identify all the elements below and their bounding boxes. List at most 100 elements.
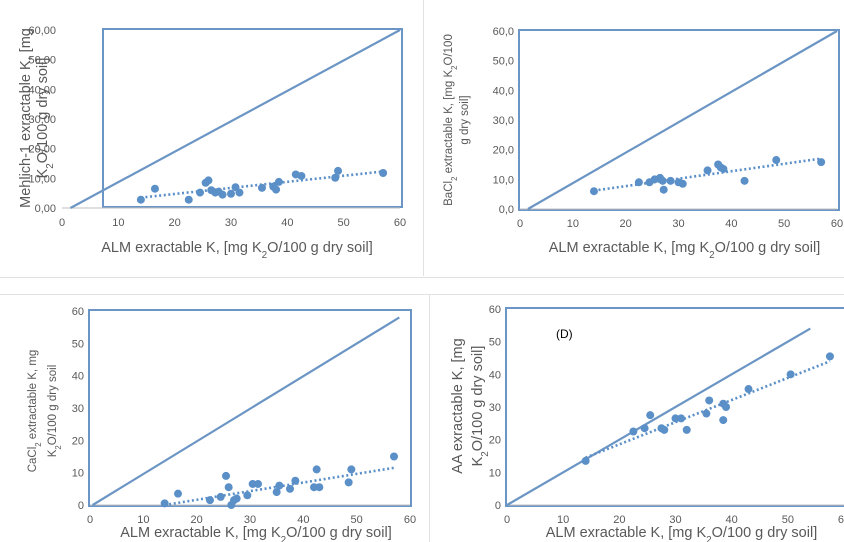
x-tick-label: 40	[726, 514, 738, 526]
y-tick-label: 0	[495, 500, 501, 512]
y-tick-label: 60	[489, 304, 501, 316]
data-point	[640, 424, 649, 433]
x-axis-label: ALM exractable K, [mg K2O/100 g dry soil…	[101, 240, 372, 261]
y-tick-label: 0	[78, 500, 84, 512]
data-point	[254, 479, 262, 488]
data-point	[702, 409, 711, 418]
data-point	[671, 414, 680, 423]
chart-d-group: 0 10 20 30 40 50 60 0 10 20 30 40 50 60 ALM exractable…	[450, 304, 844, 542]
chart-panel-d: 0 10 20 30 40 50 60 0 10 20 30 40 50 60 ALM exractable…	[432, 296, 844, 542]
x-tick-label: 60	[831, 218, 843, 230]
divider-vertical-bottom	[429, 294, 430, 542]
x-tick-label: 60	[838, 514, 844, 526]
x-tick-label: 30	[669, 514, 681, 526]
x-tick-label: 20	[191, 514, 203, 526]
chart-a-group: 0 10 20 30 40 50 60 0,00 10,00 20,00 30,00 40,00 50,…	[18, 25, 406, 261]
panel-label: (D)	[556, 327, 573, 341]
reference-line	[506, 327, 811, 506]
data-point	[331, 173, 340, 182]
data-point	[344, 478, 353, 487]
data-point	[227, 189, 235, 198]
x-tick-label: 0	[87, 514, 93, 526]
x-tick-label: 50	[778, 218, 790, 230]
x-tick-label: 30	[225, 217, 237, 229]
y-tick-label: 30	[72, 403, 84, 415]
data-point	[722, 403, 731, 411]
y-tick-label: 20,00	[28, 144, 56, 156]
data-point	[589, 187, 598, 196]
y-axis-label-line: K2O/100 g dry soil	[47, 365, 63, 458]
x-tick-label: 0	[59, 217, 65, 229]
plot-area-frame	[102, 28, 403, 208]
data-point	[243, 491, 252, 500]
x-axis-label: ALM exractable K, [mg K2O/100 g dry soil…	[546, 525, 817, 542]
y-tick-label: 20	[489, 435, 501, 447]
x-tick-label: 20	[620, 218, 632, 230]
trendline	[593, 157, 822, 192]
data-point	[291, 476, 300, 485]
y-tick-label: 10,0	[493, 174, 514, 186]
chart-panel-a: 0 10 20 30 40 50 60 0,00 10,00 20,00 30,00 40,00 50,…	[0, 0, 422, 276]
y-tick-label: 40,00	[28, 84, 56, 96]
data-point	[719, 164, 728, 173]
data-point	[719, 416, 728, 425]
data-point	[257, 183, 266, 192]
y-tick-label: 60,0	[493, 26, 514, 38]
data-point	[184, 195, 193, 204]
plot-area-frame	[505, 307, 844, 507]
data-point	[222, 471, 230, 480]
y-tick-label: 20,0	[493, 145, 514, 157]
trendline	[140, 170, 384, 199]
data-point	[772, 156, 781, 165]
data-point	[740, 176, 749, 185]
data-point	[150, 184, 159, 193]
x-tick-label: 10	[137, 514, 149, 526]
divider-horizontal-top	[0, 277, 844, 278]
chart-a-svg: 0 10 20 30 40 50 60 0,00 10,00 20,00 30,00 40,00 50,…	[18, 25, 406, 261]
y-tick-label: 50,00	[28, 55, 56, 67]
data-point	[581, 456, 590, 465]
x-tick-label: 10	[567, 218, 579, 230]
x-tick-label: 10	[112, 217, 124, 229]
plot-area-frame	[518, 29, 840, 211]
y-axis-label-line: K2O/100 g dry soil]	[35, 58, 56, 179]
data-point	[274, 177, 283, 186]
data-point	[275, 481, 284, 490]
data-point	[224, 483, 233, 492]
y-tick-label: 40,0	[493, 85, 514, 97]
divider-horizontal-bottom	[0, 294, 844, 295]
data-point	[659, 185, 668, 194]
y-tick-label: 30	[489, 402, 501, 414]
x-tick-label: 30	[672, 218, 684, 230]
plot-area-frame	[88, 309, 412, 507]
y-tick-label: 0,0	[499, 204, 514, 216]
data-point	[744, 385, 753, 394]
y-tick-label: 10,00	[28, 173, 56, 185]
data-point	[703, 166, 712, 175]
chart-d-svg: 0 10 20 30 40 50 60 0 10 20 30 40 50 60 ALM exractable…	[450, 304, 844, 542]
y-tick-label: 50,0	[493, 56, 514, 68]
data-point	[235, 188, 244, 197]
data-point	[629, 427, 638, 436]
data-point	[705, 396, 714, 405]
y-tick-label: 50	[72, 338, 84, 350]
y-tick-label: 10	[72, 468, 84, 480]
y-tick-label: 50	[489, 337, 501, 349]
chart-b-group: 0 10 20 30 40 50 60 0,0 10,0 20,0 30,0 40,0 50,0 60,0…	[443, 26, 843, 261]
x-tick-label: 50	[782, 514, 794, 526]
reference-line	[527, 30, 838, 210]
data-point	[682, 425, 691, 434]
y-axis-label-line: CaCl2 extractable K, mg	[27, 350, 43, 473]
data-point	[646, 411, 655, 420]
data-point	[272, 488, 281, 497]
x-tick-label: 0	[504, 514, 510, 526]
data-point	[136, 195, 145, 204]
y-tick-label: 0,00	[35, 203, 56, 215]
x-tick-label: 40	[281, 217, 293, 229]
data-point	[297, 171, 306, 180]
x-tick-label: 50	[351, 514, 363, 526]
y-axis-label-line: BaCl2 extractable K, [mg K2O/100	[443, 34, 459, 206]
y-tick-label: 10	[489, 467, 501, 479]
x-tick-label: 20	[169, 217, 181, 229]
divider-vertical-top	[423, 0, 424, 276]
